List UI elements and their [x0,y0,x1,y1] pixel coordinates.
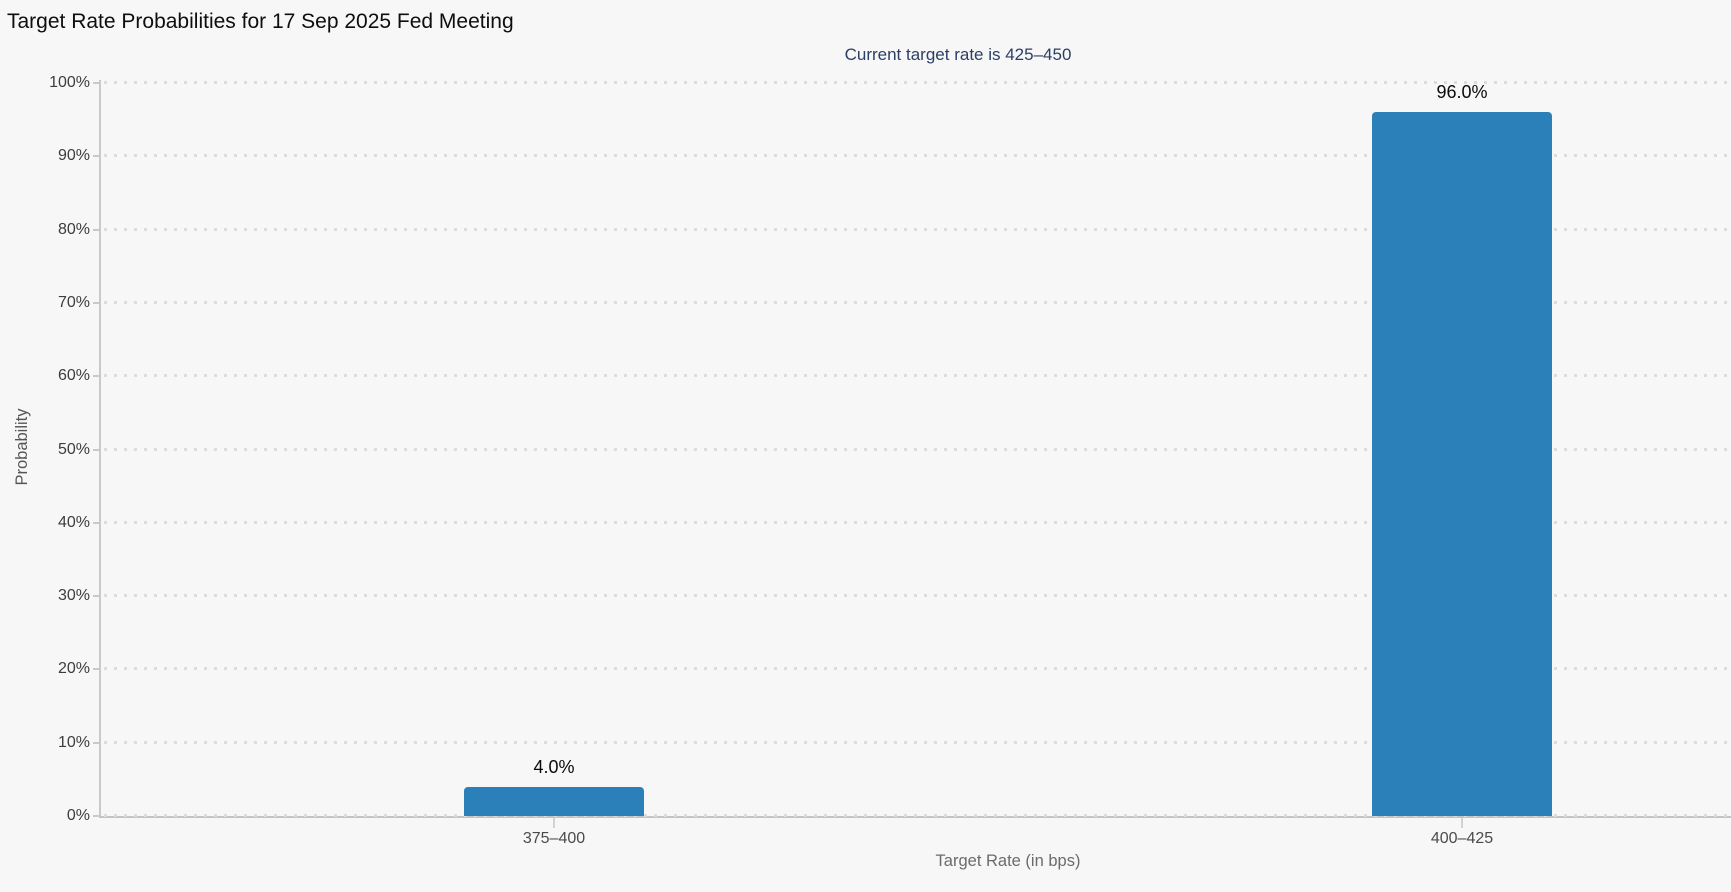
x-tick-mark [553,818,555,828]
gridline-20pct [104,667,1731,671]
y-tick-label: 30% [57,587,90,605]
y-tick-mark [93,595,100,598]
y-tick-mark [93,82,100,84]
y-tick-mark [93,301,100,304]
gridline-90pct [104,154,1731,158]
y-tick-mark [93,155,100,158]
y-tick-label: 50% [57,440,90,458]
gridline-50pct [104,447,1731,451]
y-tick-mark [93,521,100,524]
x-category-label: 400–425 [1430,830,1494,847]
x-tick-mark [1461,818,1463,828]
x-axis-line [99,816,1731,818]
gridline-40pct [104,520,1731,524]
chart-subtitle: Current target rate is 425–450 [844,45,1072,64]
y-tick-mark [93,375,100,378]
bar-value-label: 96.0% [1436,82,1488,102]
gridline-30pct [104,594,1731,598]
y-tick-mark [93,228,100,231]
y-tick-label: 0% [66,807,90,824]
y-tick-label: 60% [57,367,90,385]
y-tick-label: 100% [49,74,90,91]
y-axis-line [99,80,101,818]
y-tick-label: 70% [57,293,90,311]
gridline-80pct [104,227,1731,231]
bar-375-400[interactable] [464,787,644,816]
bar-400-425[interactable] [1372,112,1552,816]
y-tick-label: 20% [57,660,90,678]
gridline-70pct [104,300,1731,304]
gridline-10pct [104,740,1731,744]
gridline-0pct [104,814,1731,817]
gridline-60pct [104,374,1731,378]
y-tick-label: 90% [57,147,90,165]
x-category-label: 375–400 [522,830,586,847]
y-tick-mark [93,448,100,451]
x-axis-title: Target Rate (in bps) [935,852,1081,870]
y-tick-label: 80% [57,220,90,238]
bar-value-label: 4.0% [533,757,575,777]
y-tick-mark [93,668,100,671]
y-tick-mark [93,741,100,744]
chart-title: Target Rate Probabilities for 17 Sep 202… [7,10,514,33]
y-axis-title: Probability [13,408,31,486]
gridline-100pct [104,81,1731,84]
y-tick-label: 40% [57,513,90,531]
y-tick-label: 10% [57,733,90,751]
y-tick-mark [93,815,100,817]
